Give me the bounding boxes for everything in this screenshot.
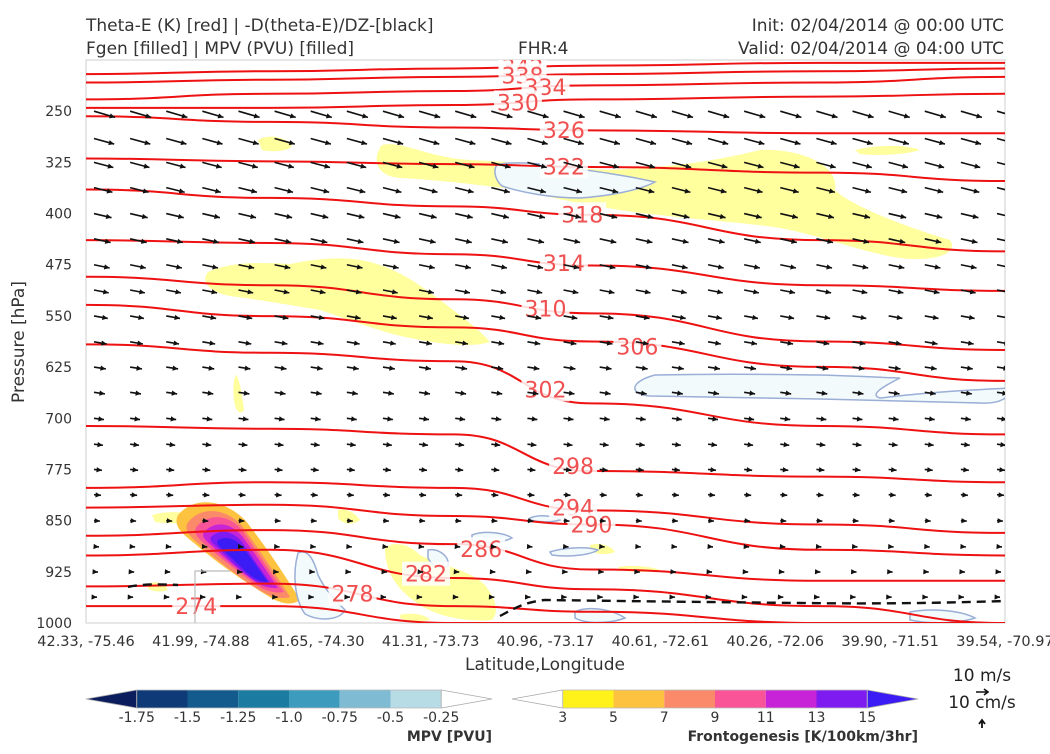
colorbar-tick: 3 — [558, 710, 567, 726]
theta-e-label: 282 — [405, 563, 447, 588]
y-axis-ticks: 250 325 400 475 550 625 700 775 850 925 1000 — [36, 104, 72, 632]
frontogenesis-colorbar-label: Frontogenesis [K/100km/3hr] — [688, 729, 918, 745]
y-tick-label: 625 — [45, 360, 72, 376]
wind-vector-head — [1009, 214, 1015, 219]
x-tick-label: 41.31, -73.73 — [382, 634, 479, 650]
init-time: Init: 02/04/2014 @ 00:00 UTC — [752, 16, 1004, 36]
x-tick-label: 40.26, -72.06 — [727, 634, 824, 650]
y-tick-label: 475 — [45, 258, 72, 274]
wind-vector-head — [1011, 140, 1017, 145]
theta-e-label: 286 — [460, 538, 502, 563]
wind-key-vertical-label: 10 cm/s — [948, 693, 1016, 713]
valid-time: Valid: 02/04/2014 @ 04:00 UTC — [738, 39, 1004, 59]
x-tick-label: 41.65, -74.30 — [267, 634, 364, 650]
mpv-colorbar: -1.75 -1.5 -1.25 -1.0 -0.75 -0.5 -0.25 — [86, 690, 492, 726]
x-tick-label: 39.90, -71.51 — [841, 634, 938, 650]
colorbar-tick: -1.5 — [174, 710, 201, 726]
colorbar-tick: -0.75 — [322, 710, 358, 726]
theta-e-label: 326 — [543, 119, 585, 144]
forecast-hour: FHR:4 — [518, 39, 568, 59]
y-tick-label: 775 — [45, 462, 72, 478]
x-tick-label: 40.96, -73.17 — [497, 634, 594, 650]
theta-e-label: 302 — [525, 378, 567, 403]
x-tick-label: 42.33, -75.46 — [37, 634, 134, 650]
wind-vector-head — [1012, 113, 1018, 118]
theta-e-label: 298 — [552, 455, 594, 480]
colorbar-tick: 5 — [609, 710, 618, 726]
wind-vector-head — [1010, 164, 1016, 169]
theta-e-label: 274 — [175, 595, 217, 620]
theta-e-label: 290 — [570, 513, 612, 538]
title-line-1: Theta-E (K) [red] | -D(theta-E)/DZ-[blac… — [85, 16, 434, 36]
x-tick-label: 41.99, -74.88 — [152, 634, 249, 650]
colorbar-tick: -1.0 — [275, 710, 302, 726]
wind-vector-head — [1003, 366, 1009, 371]
x-axis-ticks: 42.33, -75.46 41.99, -74.88 41.65, -74.30 4… — [37, 634, 1050, 650]
colorbar-tick: -0.5 — [377, 710, 404, 726]
wind-vector-head — [1006, 289, 1012, 294]
y-tick-label: 925 — [45, 565, 72, 581]
wind-vector-head — [1004, 341, 1010, 346]
colorbar-tick: 15 — [858, 710, 876, 726]
wind-vector-head — [1005, 315, 1011, 320]
wind-key-vertical-arrow — [979, 720, 985, 728]
mpv-colorbar-label: MPV [PVU] — [407, 729, 492, 745]
wind-vector-head — [1008, 239, 1014, 244]
colorbar-tick: 7 — [660, 710, 669, 726]
y-tick-label: 400 — [45, 207, 72, 223]
theta-e-label: 306 — [616, 336, 658, 361]
y-tick-label: 250 — [45, 104, 72, 120]
colorbar-tick: 13 — [808, 710, 826, 726]
theta-e-label: 278 — [332, 583, 374, 608]
x-tick-label: 39.54, -70.97 — [956, 634, 1050, 650]
wind-key-horizontal-label: 10 m/s — [953, 666, 1011, 686]
x-tick-label: 40.61, -72.61 — [612, 634, 709, 650]
title-line-2: Fgen [filled] | MPV (PVU) [filled] — [86, 39, 354, 59]
theta-e-label: 310 — [525, 298, 567, 323]
y-tick-label: 700 — [45, 411, 72, 427]
theta-e-label: 318 — [561, 203, 603, 228]
y-tick-label: 1000 — [36, 616, 72, 632]
wind-vector-head — [1010, 188, 1016, 193]
y-tick-label: 325 — [45, 155, 72, 171]
colorbar-tick: 9 — [711, 710, 720, 726]
y-tick-label: 850 — [45, 514, 72, 530]
colorbar-tick: 11 — [757, 710, 775, 726]
colorbar-tick: -1.25 — [220, 710, 256, 726]
y-tick-label: 550 — [45, 309, 72, 325]
y-axis-label: Pressure [hPa] — [9, 281, 29, 403]
frontogenesis-colorbar: 3 5 7 9 11 13 15 — [512, 690, 918, 726]
x-axis-label: Latitude,Longitude — [465, 655, 625, 675]
colorbar-tick: -0.25 — [423, 710, 459, 726]
wind-vector-head — [1007, 264, 1013, 269]
colorbar-tick: -1.75 — [119, 710, 155, 726]
